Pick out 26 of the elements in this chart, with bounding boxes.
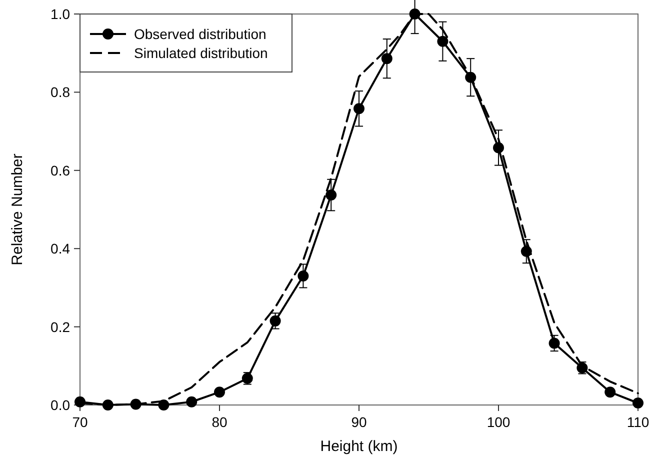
y-tick-label: 0.6: [50, 162, 70, 178]
legend-label: Observed distribution: [134, 26, 266, 42]
point: [214, 386, 225, 398]
y-tick-label: 0.8: [50, 84, 70, 100]
point: [270, 315, 281, 326]
point: [632, 398, 644, 409]
x-axis-title: Height (km): [320, 438, 398, 455]
legend-label: Simulated distribution: [134, 45, 268, 61]
x-tick-label: 70: [72, 414, 88, 430]
y-tick-label: 0.2: [50, 318, 70, 335]
point: [186, 396, 198, 408]
x-tick-label: 110: [626, 414, 650, 430]
point: [298, 270, 309, 282]
point: [604, 386, 616, 398]
y-tick-label: 0.4: [50, 240, 70, 257]
point: [437, 36, 448, 47]
point: [326, 190, 337, 201]
x-tick-label: 80: [212, 414, 228, 430]
point: [548, 338, 560, 349]
y-tick-label: 0.0: [50, 397, 70, 413]
point: [354, 103, 364, 114]
x-tick-label: 100: [486, 414, 510, 430]
y-axis-title: Relative Number: [9, 154, 26, 266]
point: [381, 53, 392, 64]
x-tick-label: 90: [351, 414, 367, 430]
y-tick-label: 1.0: [50, 6, 70, 22]
